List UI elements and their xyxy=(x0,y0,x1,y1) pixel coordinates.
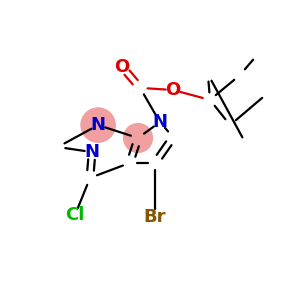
Text: Br: Br xyxy=(144,208,166,226)
Text: N: N xyxy=(91,116,106,134)
Text: N: N xyxy=(152,113,167,131)
Text: O: O xyxy=(115,58,130,76)
Text: O: O xyxy=(166,81,181,99)
Circle shape xyxy=(81,108,115,142)
Text: N: N xyxy=(85,143,100,161)
Text: Cl: Cl xyxy=(65,206,85,224)
Circle shape xyxy=(124,124,152,152)
